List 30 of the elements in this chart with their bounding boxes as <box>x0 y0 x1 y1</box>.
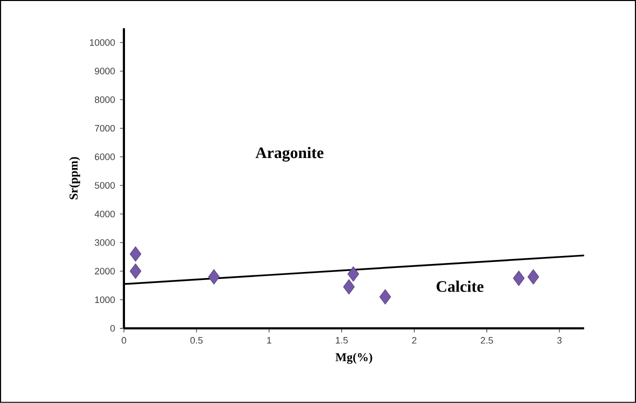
y-tick-label: 1000 <box>95 296 115 304</box>
point <box>379 289 391 305</box>
x-tick-label: 2.5 <box>480 337 493 344</box>
point <box>130 246 142 262</box>
x-tick-label: 0.5 <box>190 337 203 344</box>
y-tick-label: 7000 <box>94 125 115 132</box>
point <box>528 269 540 285</box>
point <box>208 269 220 285</box>
annotation: Calcite <box>436 280 484 292</box>
point <box>343 279 355 295</box>
y-tick-label: 9000 <box>94 68 115 74</box>
y-tick-label: 0 <box>110 325 115 332</box>
y-tick-label: 10000 <box>90 39 115 46</box>
y-tick-label: 5000 <box>94 182 115 189</box>
annotation: Aragonite <box>256 146 324 162</box>
point <box>130 264 142 279</box>
y-tick-label: 2000 <box>94 268 115 275</box>
y-tick-label: 6000 <box>94 154 115 160</box>
y-axis-title: Sr(ppm) <box>69 157 80 200</box>
point <box>348 266 360 282</box>
x-tick-label: 1.5 <box>336 337 348 344</box>
x-tick-label: 3 <box>557 337 562 344</box>
y-tick-label: 8000 <box>94 96 115 104</box>
point <box>513 270 525 286</box>
x-axis-title: Mg(%) <box>336 352 372 364</box>
y-tick-label: 4000 <box>94 210 115 218</box>
x-tick-label: 1 <box>267 337 272 344</box>
x-tick-label: 0 <box>122 337 126 344</box>
y-tick-label: 3000 <box>94 239 115 246</box>
x-tick-label: 2 <box>412 337 416 344</box>
